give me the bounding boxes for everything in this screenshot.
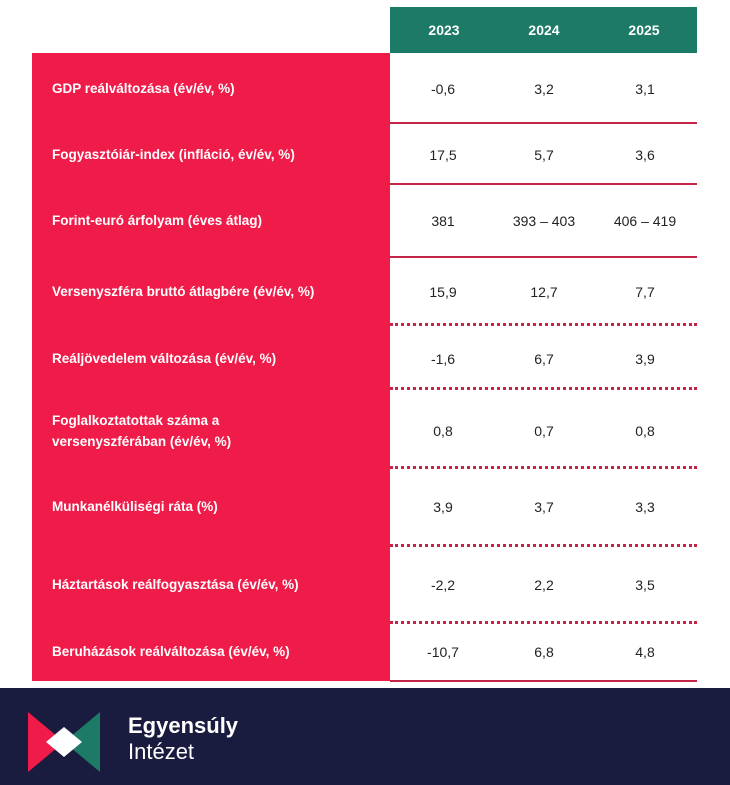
row-label-inflation: Fogyasztóiár-index (infláció, év/év, %) bbox=[52, 147, 295, 162]
table-cell: 0,8 bbox=[433, 423, 453, 439]
table-cell: 5,7 bbox=[534, 147, 554, 163]
table-cell: 4,8 bbox=[635, 644, 655, 660]
table-cell: 6,7 bbox=[534, 351, 554, 367]
row-divider bbox=[390, 122, 697, 124]
row-divider bbox=[390, 256, 697, 258]
logo-icon bbox=[28, 712, 100, 772]
year-2025-header: 2025 bbox=[628, 22, 660, 38]
table-cell: 393 – 403 bbox=[512, 213, 576, 229]
row-label-investment: Beruházások reálváltozása (év/év, %) bbox=[52, 644, 290, 659]
table-cell: -1,6 bbox=[430, 351, 456, 367]
table-cell: 381 bbox=[431, 213, 455, 229]
brand-name-line2: Intézet bbox=[128, 739, 195, 764]
year-header: 2023 2024 2025 bbox=[390, 7, 697, 53]
row-label-real-income: Reáljövedelem változása (év/év, %) bbox=[52, 351, 277, 366]
table-cell: 3,9 bbox=[433, 499, 453, 515]
table-cell: 0,7 bbox=[534, 423, 554, 439]
row-divider-dotted bbox=[390, 387, 697, 390]
table-cell: 3,9 bbox=[635, 351, 655, 367]
row-divider-dotted bbox=[390, 621, 697, 624]
year-2024-header: 2024 bbox=[528, 22, 560, 38]
year-2023-header: 2023 bbox=[428, 22, 460, 38]
table-cell: 2,2 bbox=[534, 577, 554, 593]
table-cell: 12,7 bbox=[530, 284, 558, 300]
table-cell: 3,2 bbox=[534, 81, 554, 97]
label-column bbox=[32, 53, 390, 681]
row-divider-dotted bbox=[390, 323, 697, 326]
row-label-unemployment: Munkanélküliségi ráta (%) bbox=[52, 499, 218, 514]
footer-bar: Egyensúly Intézet bbox=[0, 688, 730, 785]
row-divider-dotted bbox=[390, 544, 697, 547]
table-cell: 0,8 bbox=[635, 423, 655, 439]
table-cell: 3,1 bbox=[635, 81, 655, 97]
table-cell: 15,9 bbox=[429, 284, 457, 300]
row-label-household-consumption: Háztartások reálfogyasztása (év/év, %) bbox=[52, 577, 299, 592]
table-cell: -10,7 bbox=[427, 644, 459, 660]
table-cell: 7,7 bbox=[635, 284, 655, 300]
row-divider bbox=[390, 183, 697, 185]
table-cell: 406 – 419 bbox=[613, 213, 677, 229]
table-cell: 3,7 bbox=[534, 499, 554, 515]
table-cell: 3,5 bbox=[635, 577, 655, 593]
table-cell: 3,6 bbox=[635, 147, 655, 163]
row-divider-dotted bbox=[390, 466, 697, 469]
table-cell: 17,5 bbox=[429, 147, 457, 163]
row-label-exchange-rate: Forint-euró árfolyam (éves átlag) bbox=[52, 213, 263, 228]
row-label-gross-wage: Versenyszféra bruttó átlagbére (év/év, %… bbox=[52, 284, 315, 299]
brand-name-line1: Egyensúly bbox=[128, 713, 239, 738]
table-cell: 3,3 bbox=[635, 499, 655, 515]
table-cell: 6,8 bbox=[534, 644, 554, 660]
row-label-employment: Foglalkoztatottak száma a versenyszféráb… bbox=[52, 413, 232, 449]
table-cell: -0,6 bbox=[430, 81, 456, 97]
row-divider bbox=[390, 680, 697, 682]
row-label-gdp: GDP reálváltozása (év/év, %) bbox=[52, 81, 235, 96]
table-cell: -2,2 bbox=[430, 577, 456, 593]
